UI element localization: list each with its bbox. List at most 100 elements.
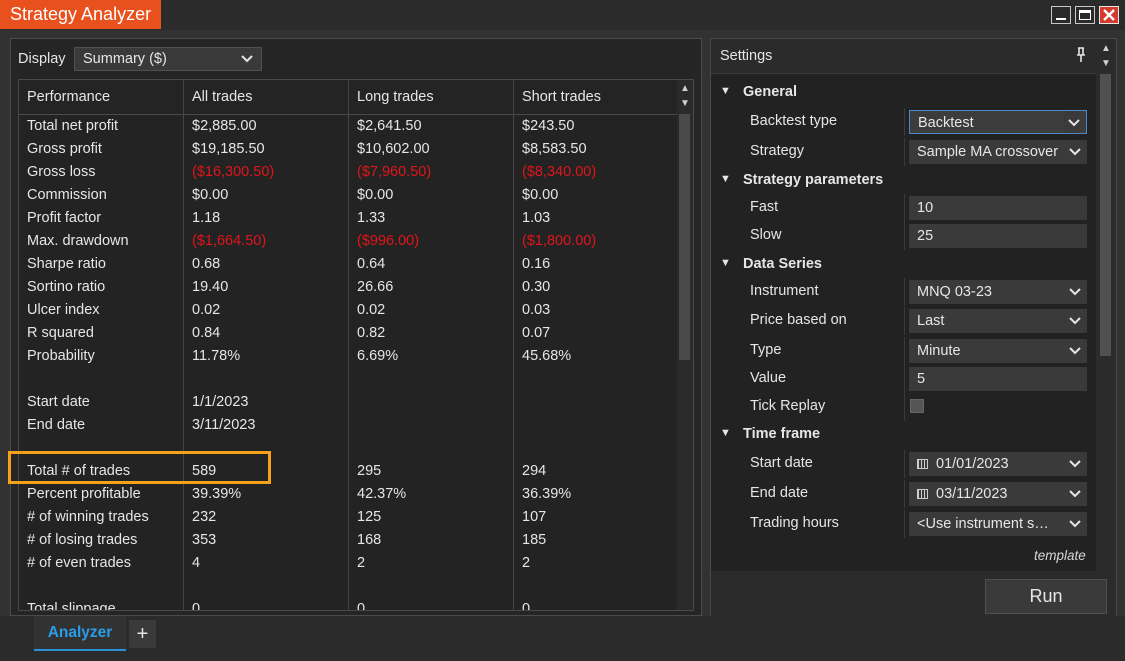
property-dropdown[interactable]: Backtest <box>909 110 1087 134</box>
table-row[interactable]: Start date 1/1/2023 <box>19 391 677 414</box>
short-trades-value: $8,583.50 <box>522 141 587 157</box>
property-dropdown[interactable]: <Use instrument s… <box>909 512 1087 536</box>
category-header[interactable]: ▼ Time frame <box>711 421 1096 449</box>
property-dropdown[interactable]: MNQ 03-23 <box>909 280 1087 304</box>
calendar-icon[interactable] <box>917 459 928 469</box>
template-link[interactable]: template <box>1034 548 1086 563</box>
all-trades-value: 0.84 <box>192 325 221 341</box>
scroll-up-icon[interactable]: ▲ <box>1101 43 1111 54</box>
dropdown-value: Sample MA crossover <box>917 144 1059 160</box>
table-row[interactable]: Commission $0.00 $0.00 $0.00 <box>19 184 677 207</box>
table-row[interactable]: Max. drawdown ($1,664.50) ($996.00) ($1,800… <box>19 230 677 253</box>
long-trades-value: ($7,960.50) <box>357 164 432 180</box>
settings-scrollbar[interactable]: ▲ ▼ <box>1097 40 1115 571</box>
short-trades-value: $0.00 <box>522 187 559 203</box>
property-dropdown[interactable]: Last <box>909 309 1087 333</box>
collapse-triangle-icon[interactable]: ▼ <box>720 257 731 269</box>
property-row: Tick Replay <box>711 393 1096 421</box>
row-label: Probability <box>27 348 95 364</box>
all-trades-value: 39.39% <box>192 486 242 502</box>
short-trades-value: 2 <box>522 555 531 571</box>
row-label: Total net profit <box>27 118 119 134</box>
header-short-trades[interactable]: Short trades <box>522 89 601 105</box>
tick-replay-checkbox[interactable] <box>910 399 924 413</box>
dropdown-value: <Use instrument s… <box>917 516 1049 532</box>
header-long-trades[interactable]: Long trades <box>357 89 434 105</box>
header-all-trades[interactable]: All trades <box>192 89 253 105</box>
property-label: End date <box>750 485 809 501</box>
table-row[interactable]: Probability 11.78% 6.69% 45.68% <box>19 345 677 368</box>
table-row[interactable]: End date 3/11/2023 <box>19 414 677 437</box>
table-row[interactable]: Total net profit $2,885.00 $2,641.50 $243.5… <box>19 115 677 138</box>
date-picker[interactable]: 03/11/2023 <box>909 482 1087 506</box>
property-label: Instrument <box>750 283 819 299</box>
table-row[interactable]: Gross loss ($16,300.50) ($7,960.50) ($8,340… <box>19 161 677 184</box>
table-row[interactable]: Percent profitable 39.39% 42.37% 36.39% <box>19 483 677 506</box>
collapse-triangle-icon[interactable]: ▼ <box>720 85 731 97</box>
scroll-thumb[interactable] <box>1100 74 1111 356</box>
all-trades-value: 0 <box>192 601 201 611</box>
column-divider <box>904 307 905 335</box>
collapse-triangle-icon[interactable]: ▼ <box>720 173 731 185</box>
scroll-up-icon[interactable]: ▲ <box>680 83 690 94</box>
table-row[interactable]: Sortino ratio 19.40 26.66 0.30 <box>19 276 677 299</box>
table-row[interactable]: R squared 0.84 0.82 0.07 <box>19 322 677 345</box>
short-trades-value: 36.39% <box>522 486 572 502</box>
row-label: Commission <box>27 187 107 203</box>
minimize-button[interactable] <box>1051 6 1071 24</box>
calendar-icon[interactable] <box>917 489 928 499</box>
tab-analyzer[interactable]: Analyzer <box>34 616 126 651</box>
property-label: Tick Replay <box>750 398 826 414</box>
table-row[interactable]: Total # of trades 589 295 294 <box>19 460 677 483</box>
category-header[interactable]: ▼ Strategy parameters <box>711 167 1096 195</box>
close-button[interactable] <box>1099 6 1119 24</box>
property-dropdown[interactable]: Sample MA crossover <box>909 140 1087 164</box>
table-row[interactable] <box>19 368 677 391</box>
date-picker[interactable]: 01/01/2023 <box>909 452 1087 476</box>
dropdown-value: Backtest <box>918 115 974 131</box>
column-divider <box>183 80 184 610</box>
property-grid: ▼ General Backtest type Backtest Strategy Sam… <box>711 74 1096 571</box>
chevron-down-icon <box>1065 452 1081 476</box>
table-row[interactable]: Gross profit $19,185.50 $10,602.00 $8,583.5… <box>19 138 677 161</box>
table-row[interactable] <box>19 575 677 598</box>
table-scrollbar[interactable]: ▲ ▼ <box>677 80 693 610</box>
date-value: 01/01/2023 <box>936 456 1009 472</box>
chevron-down-icon <box>1065 140 1081 164</box>
table-row[interactable]: # of losing trades 353 168 185 <box>19 529 677 552</box>
scroll-thumb[interactable] <box>679 114 690 360</box>
table-row[interactable]: Total slippage 0 0 0 <box>19 598 677 611</box>
scroll-down-icon[interactable]: ▼ <box>1101 58 1111 69</box>
maximize-button[interactable] <box>1075 6 1095 24</box>
property-input[interactable]: 25 <box>909 224 1087 248</box>
row-label: Sharpe ratio <box>27 256 106 272</box>
row-label: End date <box>27 417 86 433</box>
add-tab-button[interactable]: + <box>129 620 156 648</box>
collapse-triangle-icon[interactable]: ▼ <box>720 427 731 439</box>
category-header[interactable]: ▼ General <box>711 79 1096 107</box>
display-select[interactable]: Summary ($) <box>74 47 262 71</box>
property-input[interactable]: 10 <box>909 196 1087 220</box>
table-row[interactable]: Ulcer index 0.02 0.02 0.03 <box>19 299 677 322</box>
property-dropdown[interactable]: Minute <box>909 339 1087 363</box>
column-divider <box>904 337 905 365</box>
input-value: 25 <box>917 228 934 244</box>
table-row[interactable]: Sharpe ratio 0.68 0.64 0.16 <box>19 253 677 276</box>
header-performance[interactable]: Performance <box>27 89 111 105</box>
long-trades-value: 0.82 <box>357 325 386 341</box>
row-label: Max. drawdown <box>27 233 129 249</box>
run-button[interactable]: Run <box>985 579 1107 614</box>
table-row[interactable]: # of winning trades 232 125 107 <box>19 506 677 529</box>
pin-icon[interactable] <box>1075 47 1087 63</box>
table-row[interactable]: Profit factor 1.18 1.33 1.03 <box>19 207 677 230</box>
row-label: Start date <box>27 394 90 410</box>
scroll-down-icon[interactable]: ▼ <box>680 98 690 109</box>
column-divider <box>904 450 905 478</box>
category-header[interactable]: ▼ Data Series <box>711 251 1096 279</box>
highlight-box <box>8 451 271 484</box>
input-value: 10 <box>917 200 934 216</box>
tab-bar <box>0 616 1125 661</box>
table-row[interactable]: # of even trades 4 2 2 <box>19 552 677 575</box>
long-trades-value: 42.37% <box>357 486 407 502</box>
property-input[interactable]: 5 <box>909 367 1087 391</box>
